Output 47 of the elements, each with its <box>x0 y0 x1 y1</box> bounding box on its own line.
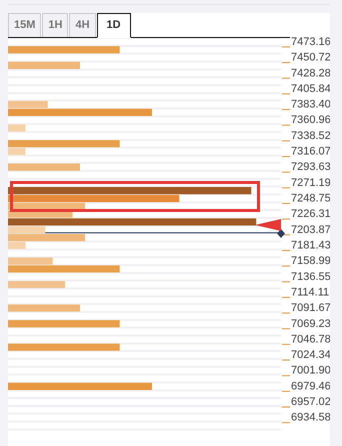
y-tick-label: 7046.78 <box>291 333 331 346</box>
text: 1H <box>42 13 68 37</box>
bar <box>8 62 80 69</box>
y-tick-label: 7136.55 <box>291 270 331 283</box>
bar <box>8 194 180 202</box>
bar <box>8 265 120 273</box>
bar <box>8 257 53 265</box>
y-tick-label: 7338.52 <box>291 130 331 142</box>
y-tick-label: 7248.75 <box>291 192 331 205</box>
y-tick-label: 7069.23 <box>291 318 331 330</box>
y-tick-label: 7001.90 <box>291 364 331 377</box>
y-tick-label: 7428.28 <box>291 67 331 80</box>
y-tick-label: 7091.67 <box>291 302 331 314</box>
y-tick-label: 7271.19 <box>291 176 331 189</box>
bar <box>8 140 120 148</box>
text: 15M <box>8 13 42 37</box>
bar <box>8 344 120 351</box>
y-tick-label: 7158.99 <box>291 255 331 268</box>
bar <box>8 382 152 390</box>
y-tick-label: 6934.58 <box>291 412 331 424</box>
text: 4H <box>69 13 96 37</box>
bar <box>8 100 48 108</box>
bar <box>8 234 85 242</box>
y-tick-label: 7293.63 <box>291 161 331 174</box>
y-tick-label: 7181.43 <box>291 239 331 252</box>
bar <box>8 280 66 288</box>
y-tick-label: 7114.11 <box>291 286 330 298</box>
bar <box>8 124 26 132</box>
y-tick-label: 7450.72 <box>291 52 331 64</box>
y-tick-label: 7383.40 <box>291 98 331 111</box>
bar <box>8 304 80 312</box>
y-tick-label: 7203.87 <box>291 224 331 236</box>
text: 1D <box>96 13 131 38</box>
y-tick-label: 6979.46 <box>291 380 331 392</box>
y-tick-label: 7473.16 <box>291 36 331 48</box>
bar <box>8 46 120 54</box>
bar <box>8 242 26 250</box>
y-tick-label: 7226.31 <box>291 208 331 220</box>
bar <box>8 164 80 171</box>
y-tick-label: 7316.07 <box>291 146 331 158</box>
y-tick-label: 7360.96 <box>291 114 331 126</box>
bar <box>8 320 120 328</box>
bar <box>8 148 26 156</box>
y-tick-label: 6957.02 <box>291 396 331 408</box>
bar <box>8 226 46 234</box>
bar <box>8 108 152 116</box>
bar <box>8 187 252 194</box>
